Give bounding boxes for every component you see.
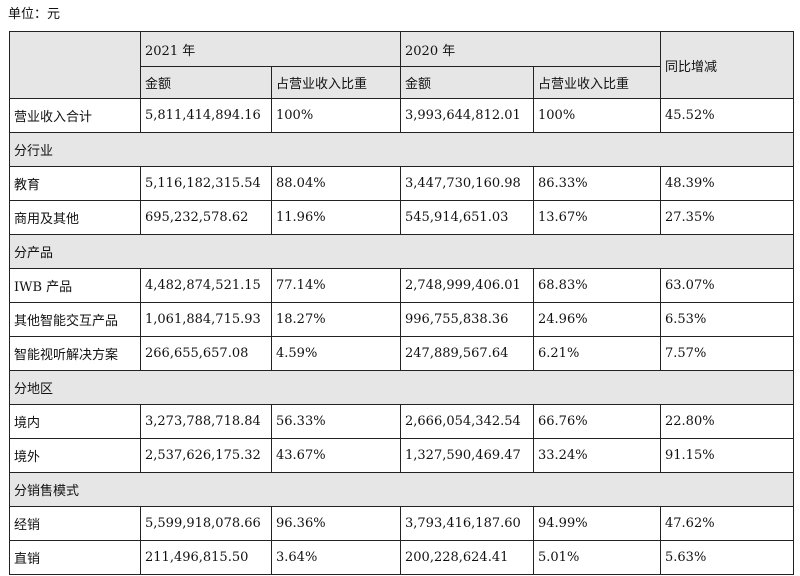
share-2020-cell: 5.01% [533,540,661,575]
row-label-cell: 直销 [9,540,141,575]
amount-2020-cell: 200,228,624.41 [400,540,534,575]
header-row-years: 2021 年 2020 年 同比增减 [9,31,794,99]
revenue-breakdown-table: 2021 年 2020 年 同比增减 金额 占营业收入比重 金额 占营业收入比重… [9,31,794,575]
amount-2020-cell: 2,748,999,406.01 [400,268,534,303]
section-header-row: 分行业 [9,132,794,167]
share-2020-cell: 86.33% [533,166,661,201]
yoy-cell: 6.53% [660,302,794,337]
amount-2020-cell: 3,447,730,160.98 [400,166,534,201]
share-2021-cell: 56.33% [271,404,401,439]
unit-label: 单位：元 [8,7,61,22]
total-yoy: 45.52% [660,98,794,133]
share-2021-cell: 4.59% [271,336,401,371]
table-row: 教育 5,116,182,315.54 88.04% 3,447,730,160.98… [9,166,794,201]
yoy-cell: 5.63% [660,540,794,575]
share-2020-cell: 33.24% [533,438,661,473]
table-row: 商用及其他 695,232,578.62 11.96% 545,914,651.03 1… [9,200,794,235]
total-amount-2020: 3,993,644,812.01 [400,98,534,133]
amount-2020-cell: 545,914,651.03 [400,200,534,235]
share-2021-cell: 77.14% [271,268,401,303]
section-header-row: 分地区 [9,370,794,405]
table-body: 2021 年 2020 年 同比增减 金额 占营业收入比重 金额 占营业收入比重… [9,31,794,575]
table-row: IWB 产品 4,482,874,521.15 77.14% 2,748,999,40… [9,268,794,303]
amount-2021-cell: 2,537,626,175.32 [140,438,272,473]
header-corner-cell [9,31,141,99]
header-yoy: 同比增减 [660,31,794,99]
amount-2021-cell: 3,273,788,718.84 [140,404,272,439]
row-label-cell: 商用及其他 [9,200,141,235]
amount-2021-cell: 695,232,578.62 [140,200,272,235]
amount-2021-cell: 1,061,884,715.93 [140,302,272,337]
section-title: 分产品 [9,234,794,269]
amount-2021-cell: 266,655,657.08 [140,336,272,371]
amount-2020-cell: 996,755,838.36 [400,302,534,337]
share-2021-cell: 18.27% [271,302,401,337]
table-row: 境内 3,273,788,718.84 56.33% 2,666,054,342.54… [9,404,794,439]
section-title: 分地区 [9,370,794,405]
row-label-cell: 智能视听解决方案 [9,336,141,371]
share-2021-cell: 96.36% [271,506,401,541]
amount-2020-cell: 2,666,054,342.54 [400,404,534,439]
share-2020-cell: 68.83% [533,268,661,303]
row-label-cell: 其他智能交互产品 [9,302,141,337]
amount-2021-cell: 211,496,815.50 [140,540,272,575]
yoy-cell: 63.07% [660,268,794,303]
yoy-cell: 22.80% [660,404,794,439]
yoy-cell: 47.62% [660,506,794,541]
yoy-cell: 27.35% [660,200,794,235]
header-year-2021: 2021 年 [140,31,401,67]
header-year-2020: 2020 年 [400,31,661,67]
yoy-cell: 48.39% [660,166,794,201]
table-row: 境外 2,537,626,175.32 43.67% 1,327,590,469.47… [9,438,794,473]
total-amount-2021: 5,811,414,894.16 [140,98,272,133]
yoy-cell: 91.15% [660,438,794,473]
total-label: 营业收入合计 [9,98,141,133]
total-share-2021: 100% [271,98,401,133]
header-share-2021: 占营业收入比重 [271,66,401,99]
table-row: 直销 211,496,815.50 3.64% 200,228,624.41 5.01%… [9,540,794,575]
section-header-row: 分产品 [9,234,794,269]
share-2021-cell: 43.67% [271,438,401,473]
amount-2020-cell: 1,327,590,469.47 [400,438,534,473]
header-amount-2020: 金额 [400,66,534,99]
share-2021-cell: 11.96% [271,200,401,235]
header-share-2020: 占营业收入比重 [533,66,661,99]
header-amount-2021: 金额 [140,66,272,99]
header-row-columns: 金额 占营业收入比重 金额 占营业收入比重 [10,66,794,99]
row-label-cell: 经销 [9,506,141,541]
total-share-2020: 100% [533,98,661,133]
amount-2021-cell: 5,116,182,315.54 [140,166,272,201]
share-2020-cell: 6.21% [533,336,661,371]
amount-2020-cell: 3,793,416,187.60 [400,506,534,541]
row-label-cell: IWB 产品 [9,268,141,303]
share-2020-cell: 66.76% [533,404,661,439]
section-header-row: 分销售模式 [9,472,794,507]
section-title: 分行业 [9,132,794,167]
total-row: 营业收入合计 5,811,414,894.16 100% 3,993,644,8… [9,98,794,133]
row-label-cell: 境内 [9,404,141,439]
share-2021-cell: 3.64% [271,540,401,575]
share-2020-cell: 13.67% [533,200,661,235]
amount-2021-cell: 5,599,918,078.66 [140,506,272,541]
row-label-cell: 境外 [9,438,141,473]
section-title: 分销售模式 [9,472,794,507]
row-label-cell: 教育 [9,166,141,201]
table-row: 其他智能交互产品 1,061,884,715.93 18.27% 996,755,83… [9,302,794,337]
share-2021-cell: 88.04% [271,166,401,201]
share-2020-cell: 94.99% [533,506,661,541]
yoy-cell: 7.57% [660,336,794,371]
amount-2021-cell: 4,482,874,521.15 [140,268,272,303]
amount-2020-cell: 247,889,567.64 [400,336,534,371]
table-row: 经销 5,599,918,078.66 96.36% 3,793,416,187.60… [9,506,794,541]
table-row: 智能视听解决方案 266,655,657.08 4.59% 247,889,567.6… [9,336,794,371]
share-2020-cell: 24.96% [533,302,661,337]
